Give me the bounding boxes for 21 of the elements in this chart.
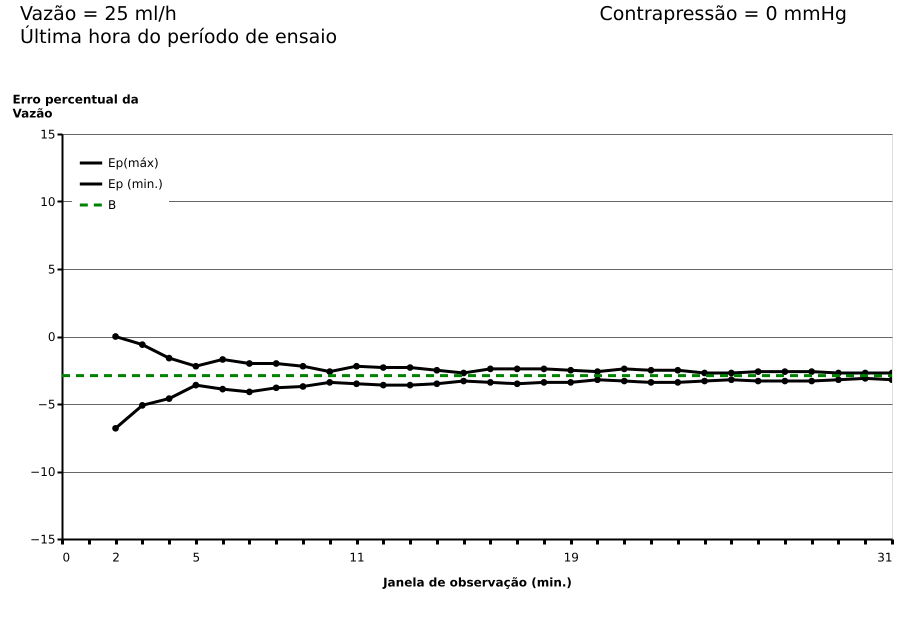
x-axis-title: Janela de observação (min.) [382,576,572,590]
x-tick-label: 11 [349,550,365,564]
y-tick-label: 0 [48,330,56,344]
text: Contrapressão = 0 mmHg [599,3,847,25]
y-tick-label: −15 [30,532,56,546]
legend-label: Ep (min.) [108,177,163,191]
y-tick-label: 10 [40,195,56,209]
y-axis-title: Erro percentual da Vazão [12,92,139,120]
legend-label: Ep(máx) [108,156,159,170]
y-tick-label: −10 [30,465,56,479]
chart-subtitle: Última hora do período de ensaio [20,25,338,48]
y-tick-label: 5 [48,262,56,276]
x-tick-label: 2 [112,550,120,564]
x-tick-label: 5 [192,550,200,564]
y-tick-label: 15 [40,128,56,142]
legend-label: B [108,198,116,212]
y-tick-label: −5 [38,398,56,412]
x-tick-label: 0 [62,550,70,564]
chart-title: Vazão = 25 ml/h [20,3,177,25]
x-tick-label: 19 [564,550,579,564]
x-tick-label: 31 [877,550,892,564]
